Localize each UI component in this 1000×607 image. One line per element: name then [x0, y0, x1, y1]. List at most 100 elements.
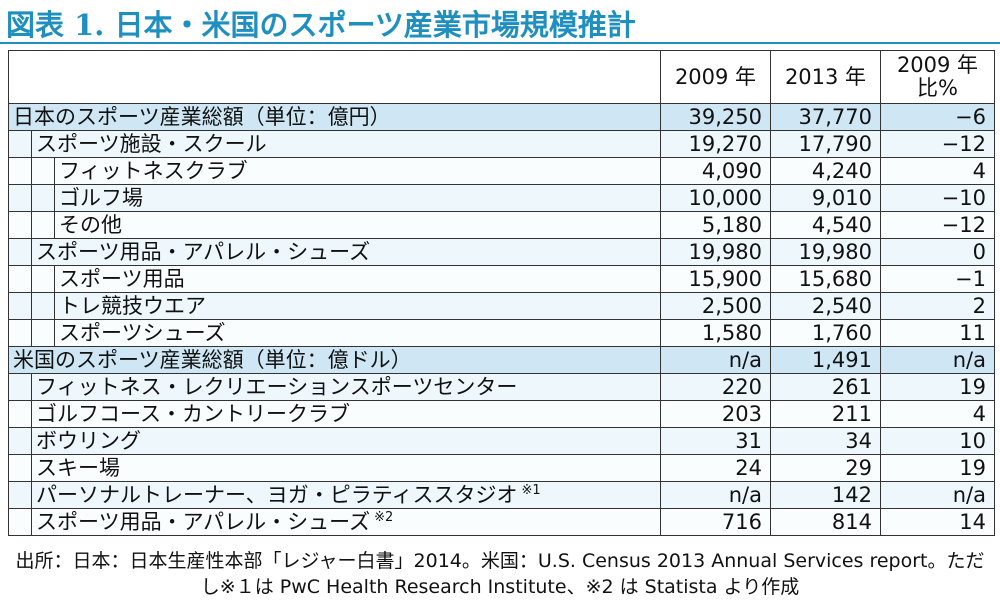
- header-corner: [8, 50, 661, 104]
- item-row: スキー場 24 29 19: [8, 454, 995, 482]
- row-label: スポーツシューズ: [59, 321, 226, 345]
- indent: ゴルフ場: [31, 185, 660, 211]
- value-cell: n/a: [660, 346, 771, 374]
- indent: 日本のスポーツ産業総額（単位：億円）: [9, 104, 660, 130]
- label-cell: フィットネス・レクリエーションスポーツセンター: [8, 373, 661, 401]
- label-cell: フィットネスクラブ: [8, 157, 661, 185]
- value-cell: 0: [880, 238, 995, 266]
- section-row: 米国のスポーツ産業総額（単位：億ドル） n/a 1,491 n/a: [8, 346, 995, 374]
- indent: パーソナルトレーナー、ヨガ・ピラティススタジオ ※1: [31, 482, 660, 508]
- value-cell: 2,540: [770, 292, 881, 320]
- item-row: その他 5,180 4,540 −12: [8, 211, 995, 239]
- item-row: ゴルフコース・カントリークラブ 203 211 4: [8, 400, 995, 428]
- indent: スキー場: [31, 455, 660, 481]
- value-cell: 15,900: [660, 265, 771, 293]
- row-label: パーソナルトレーナー、ヨガ・ピラティススタジオ: [36, 483, 518, 507]
- indent: トレ競技ウエア: [31, 293, 660, 319]
- header-line: 2009 年: [896, 53, 979, 77]
- item-row: スポーツ用品 15,900 15,680 −1: [8, 265, 995, 293]
- value-cell: 19: [880, 373, 995, 401]
- indent: スポーツ用品・アパレル・シューズ: [9, 239, 660, 265]
- item-row: スポーツ用品・アパレル・シューズ ※2 716 814 14: [8, 508, 995, 536]
- row-label: その他: [59, 213, 122, 237]
- indent: フィットネス・レクリエーションスポーツセンター: [9, 374, 660, 400]
- header-cell: 2009 年: [660, 50, 771, 104]
- label-cell: スポーツ用品・アパレル・シューズ ※2: [8, 508, 661, 536]
- item-row: ボウリング 31 34 10: [8, 427, 995, 455]
- indent: トレ競技ウエア: [9, 293, 660, 319]
- indent: スキー場: [9, 455, 660, 481]
- indent: フィットネス・レクリエーションスポーツセンター: [31, 374, 660, 400]
- value-cell: 19: [880, 454, 995, 482]
- indent: ゴルフコース・カントリークラブ: [31, 401, 660, 427]
- row-label: トレ競技ウエア: [59, 294, 206, 318]
- value-cell: 1,580: [660, 319, 771, 347]
- section-row: 日本のスポーツ産業総額（単位：億円） 39,250 37,770 −6: [8, 103, 995, 131]
- title-rule: [0, 42, 1000, 44]
- item-row: フィットネスクラブ 4,090 4,240 4: [8, 157, 995, 185]
- indent: スポーツ施設・スクール: [31, 131, 660, 157]
- title: 図表 1. 日本・米国のスポーツ産業市場規模推計: [6, 8, 636, 42]
- indent: 米国のスポーツ産業総額（単位：億ドル）: [9, 347, 660, 373]
- row-label: フィットネス・レクリエーションスポーツセンター: [36, 375, 518, 399]
- item-row: フィットネス・レクリエーションスポーツセンター 220 261 19: [8, 373, 995, 401]
- row-label: ゴルフ場: [59, 186, 143, 210]
- indent: スポーツ用品・アパレル・シューズ ※2: [9, 509, 660, 535]
- value-cell: 4: [880, 157, 995, 185]
- row-label: 米国のスポーツ産業総額（単位：億ドル）: [13, 348, 412, 372]
- value-cell: 203: [660, 400, 771, 428]
- value-cell: 11: [880, 319, 995, 347]
- item-row: トレ競技ウエア 2,500 2,540 2: [8, 292, 995, 320]
- indent: スポーツ施設・スクール: [9, 131, 660, 157]
- value-cell: 17,790: [770, 130, 881, 158]
- label-cell: 米国のスポーツ産業総額（単位：億ドル）: [8, 346, 661, 374]
- indent: スポーツシューズ: [9, 320, 660, 346]
- value-cell: 1,491: [770, 346, 881, 374]
- value-cell: 261: [770, 373, 881, 401]
- item-row: スポーツシューズ 1,580 1,760 11: [8, 319, 995, 347]
- indent: スポーツ用品: [9, 266, 660, 292]
- value-cell: 29: [770, 454, 881, 482]
- value-cell: 34: [770, 427, 881, 455]
- label-cell: 日本のスポーツ産業総額（単位：億円）: [8, 103, 661, 131]
- value-cell: 2: [880, 292, 995, 320]
- label-cell: ゴルフコース・カントリークラブ: [8, 400, 661, 428]
- indent: ゴルフ場: [54, 185, 660, 211]
- value-cell: 220: [660, 373, 771, 401]
- indent: スポーツ用品: [54, 266, 660, 292]
- value-cell: 19,980: [770, 238, 881, 266]
- indent: フィットネスクラブ: [31, 158, 660, 184]
- indent: トレ競技ウエア: [54, 293, 660, 319]
- indent: スポーツシューズ: [31, 320, 660, 346]
- indent: フィットネスクラブ: [9, 158, 660, 184]
- indent: ゴルフコース・カントリークラブ: [9, 401, 660, 427]
- value-cell: 10: [880, 427, 995, 455]
- label-cell: トレ競技ウエア: [8, 292, 661, 320]
- value-cell: −6: [880, 103, 995, 131]
- value-cell: 814: [770, 508, 881, 536]
- value-cell: 14: [880, 508, 995, 536]
- value-cell: 39,250: [660, 103, 771, 131]
- value-cell: 9,010: [770, 184, 881, 212]
- value-cell: 4: [880, 400, 995, 428]
- row-label: ボウリング: [36, 429, 141, 453]
- indent: その他: [9, 212, 660, 238]
- row-label: スポーツ用品: [59, 267, 185, 291]
- row-label: スポーツ用品・アパレル・シューズ: [36, 240, 371, 264]
- item-row: スポーツ用品・アパレル・シューズ 19,980 19,980 0: [8, 238, 995, 266]
- header-cell: 2013 年: [770, 50, 881, 104]
- indent: その他: [31, 212, 660, 238]
- value-cell: 4,090: [660, 157, 771, 185]
- value-cell: n/a: [880, 346, 995, 374]
- value-cell: 4,240: [770, 157, 881, 185]
- indent: スポーツ用品・アパレル・シューズ ※2: [31, 509, 660, 535]
- value-cell: −12: [880, 211, 995, 239]
- value-cell: −10: [880, 184, 995, 212]
- value-cell: 142: [770, 481, 881, 509]
- value-cell: 24: [660, 454, 771, 482]
- value-cell: 4,540: [770, 211, 881, 239]
- row-label: フィットネスクラブ: [59, 159, 248, 183]
- value-cell: 2,500: [660, 292, 771, 320]
- note: ※1: [521, 483, 541, 498]
